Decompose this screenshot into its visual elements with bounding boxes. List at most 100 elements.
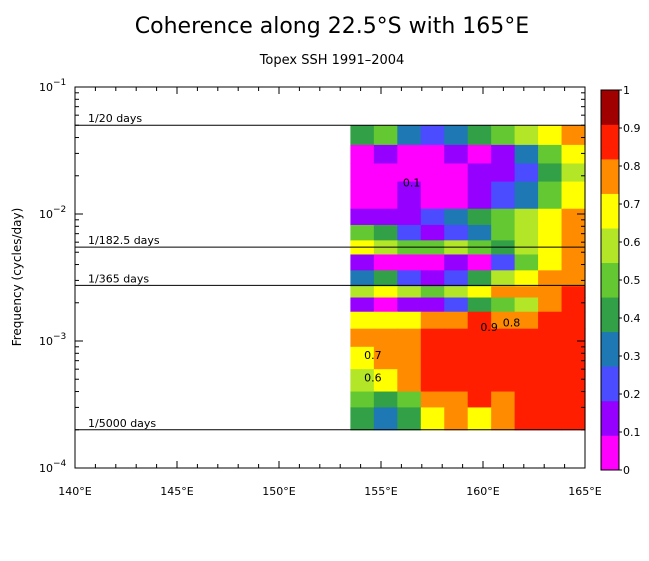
coherence-cell <box>538 407 563 431</box>
coherence-cell <box>491 240 516 256</box>
reference-lines: 1/20 days 1/182.5 days 1/365 days 1/5000 da… <box>75 112 585 431</box>
coherence-cell <box>467 270 492 287</box>
contour-label: 0.7 <box>364 349 382 362</box>
reference-line-label: 1/182.5 days <box>88 234 160 247</box>
coherence-cell <box>444 328 469 348</box>
coherence-cell <box>444 297 469 313</box>
coherence-cell <box>491 125 516 146</box>
coherence-cell <box>538 369 563 393</box>
coherence-cell <box>514 328 539 348</box>
colorbar-swatch <box>601 400 619 436</box>
coherence-cell <box>538 208 563 226</box>
coherence-cell <box>444 208 469 226</box>
coherence-cell <box>514 311 539 330</box>
coherence-cell <box>514 208 539 226</box>
coherence-cell <box>467 391 492 409</box>
coherence-cell <box>491 286 516 299</box>
colorbar-tick-label: 1 <box>623 84 630 97</box>
coherence-cell <box>350 286 375 299</box>
colorbar-tick-label: 0.6 <box>623 236 641 249</box>
x-tick-label: 165°E <box>568 485 601 498</box>
coherence-cell <box>397 144 422 165</box>
coherence-cell <box>420 407 445 431</box>
coherence-cell <box>444 254 469 271</box>
colorbar-swatch <box>601 124 619 160</box>
colorbar-tick-label: 0.3 <box>623 350 641 363</box>
colorbar-tick-label: 0.7 <box>623 198 641 211</box>
coherence-cell <box>491 163 516 183</box>
coherence-cell <box>444 144 469 165</box>
contour-label: 0.1 <box>403 176 421 189</box>
coherence-cell <box>561 328 586 348</box>
coherence-cell <box>373 369 398 393</box>
colorbar-swatch <box>601 262 619 298</box>
coherence-cell <box>397 270 422 287</box>
y-tick-exponent: −4 <box>53 459 67 469</box>
coherence-cell <box>467 163 492 183</box>
coherence-cell <box>397 407 422 431</box>
coherence-cell <box>467 144 492 165</box>
coherence-cell <box>420 391 445 409</box>
coherence-cell <box>350 328 375 348</box>
coherence-cell <box>444 346 469 370</box>
coherence-cell <box>538 311 563 330</box>
coherence-cell <box>397 224 422 241</box>
coherence-cell <box>491 144 516 165</box>
coherence-cell <box>491 369 516 393</box>
chart-title: Coherence along 22.5°S with 165°E <box>135 14 529 39</box>
coherence-cell <box>514 125 539 146</box>
y-tick-label: 10−1 <box>39 78 66 94</box>
coherence-cell <box>538 297 563 313</box>
coherence-cell <box>420 369 445 393</box>
colorbar-tick-label: 0.1 <box>623 426 641 439</box>
coherence-cell <box>420 144 445 165</box>
coherence-cell <box>373 254 398 271</box>
coherence-cell <box>350 163 375 183</box>
coherence-cell <box>538 163 563 183</box>
coherence-cell <box>561 144 586 165</box>
coherence-cell <box>350 144 375 165</box>
x-tick-label: 155°E <box>364 485 397 498</box>
coherence-cell <box>514 240 539 256</box>
coherence-cell <box>514 144 539 165</box>
coherence-cell <box>397 328 422 348</box>
coherence-cell <box>420 163 445 183</box>
coherence-cell <box>538 391 563 409</box>
y-tick-exponent: −1 <box>53 78 66 88</box>
coherence-cell <box>397 297 422 313</box>
coherence-cell <box>561 208 586 226</box>
coherence-cell <box>420 286 445 299</box>
coherence-cell <box>491 208 516 226</box>
colorbar-tick-label: 0.2 <box>623 388 641 401</box>
contour-label: 0.8 <box>503 317 521 330</box>
coherence-cell <box>491 224 516 241</box>
coherence-cell <box>491 407 516 431</box>
colorbar: 0 0.1 0.2 0.3 0.4 0.5 0.6 0.7 0.8 0.9 1 <box>600 84 641 477</box>
y-tick-label: 10−4 <box>39 459 67 475</box>
coherence-cell <box>397 311 422 330</box>
coherence-cell <box>467 346 492 370</box>
coherence-cell <box>373 181 398 210</box>
coherence-cell <box>467 208 492 226</box>
x-tick-label: 160°E <box>466 485 499 498</box>
coherence-cell <box>350 311 375 330</box>
colorbar-tick-label: 0.4 <box>623 312 641 325</box>
coherence-cell <box>514 224 539 241</box>
coherence-cell <box>373 391 398 409</box>
x-axis: 140°E 145°E 150°E 155°E 160°E 165°E <box>58 87 602 498</box>
coherence-cell <box>561 254 586 271</box>
coherence-cell <box>444 407 469 431</box>
coherence-cell <box>561 240 586 256</box>
coherence-cell <box>350 240 375 256</box>
coherence-cell <box>373 224 398 241</box>
coherence-cell <box>538 270 563 287</box>
y-tick-label: 10−3 <box>39 332 66 348</box>
coherence-cell <box>444 369 469 393</box>
colorbar-swatch <box>601 297 619 333</box>
coherence-cell <box>420 181 445 210</box>
coherence-cell <box>491 346 516 370</box>
coherence-cell <box>444 240 469 256</box>
coherence-cell <box>350 254 375 271</box>
coherence-cell <box>561 369 586 393</box>
